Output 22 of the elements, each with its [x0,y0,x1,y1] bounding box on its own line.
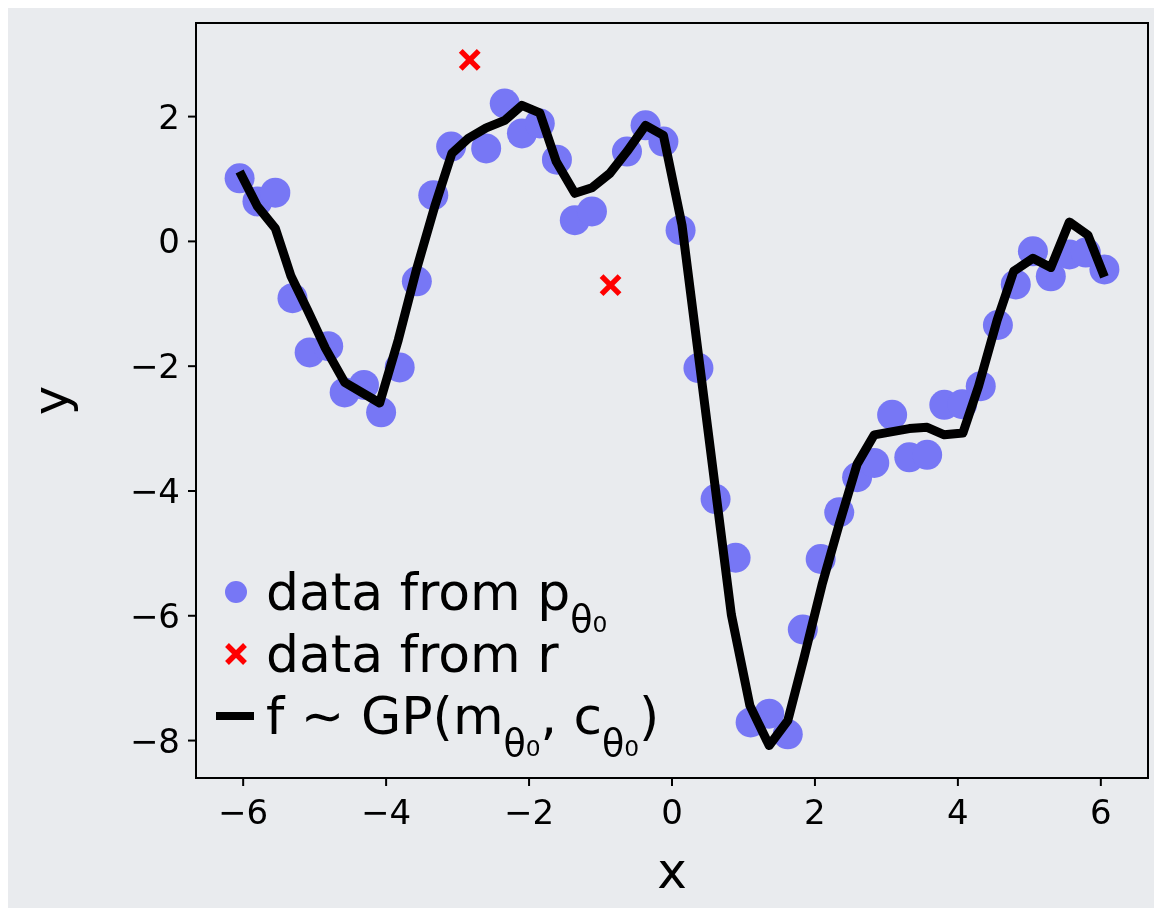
y-tick-label: −4 [129,470,180,511]
point [598,273,623,297]
point [471,133,502,164]
x-axis-title: x [657,842,687,900]
x-tick-label: 6 [1090,792,1112,832]
y-tick-label: −2 [129,346,180,387]
x-tick-label: 0 [661,792,683,832]
y-tick-label: −8 [129,720,180,761]
legend-label: f ∼ GP(m$_{θ₀}$, c$_{θ₀}$) [266,686,660,765]
point [877,399,908,430]
x-tick-label: 2 [804,792,826,832]
y-tick-label: −6 [129,595,180,636]
x-tick-label: −2 [503,792,555,832]
y-tick-label: 2 [158,96,180,137]
x-tick-label: −4 [361,792,412,832]
point [576,196,607,227]
point [260,177,291,208]
x-tick-label: −6 [218,792,269,832]
y-axis-title: y [22,385,80,416]
x-tick-label: 4 [947,792,969,832]
point [458,48,482,72]
y-tick-label: 0 [158,221,180,262]
